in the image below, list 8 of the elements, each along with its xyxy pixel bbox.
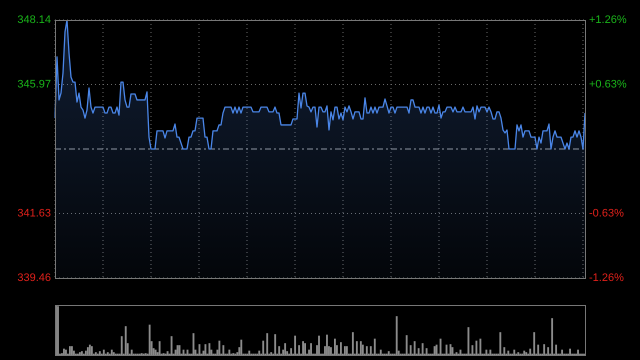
y-tick-label: 339.46 [17,272,51,284]
y-tick-label: 341.63 [17,208,51,220]
y2-tick-label: +1.26% [589,14,627,26]
y2-tick-label: -1.26% [589,272,624,284]
y2-tick-label: -0.63% [589,208,624,220]
y-tick-label: 345.97 [17,78,51,91]
y-tick-label: 348.14 [17,14,51,26]
y2-tick-label: +0.63% [589,78,627,91]
